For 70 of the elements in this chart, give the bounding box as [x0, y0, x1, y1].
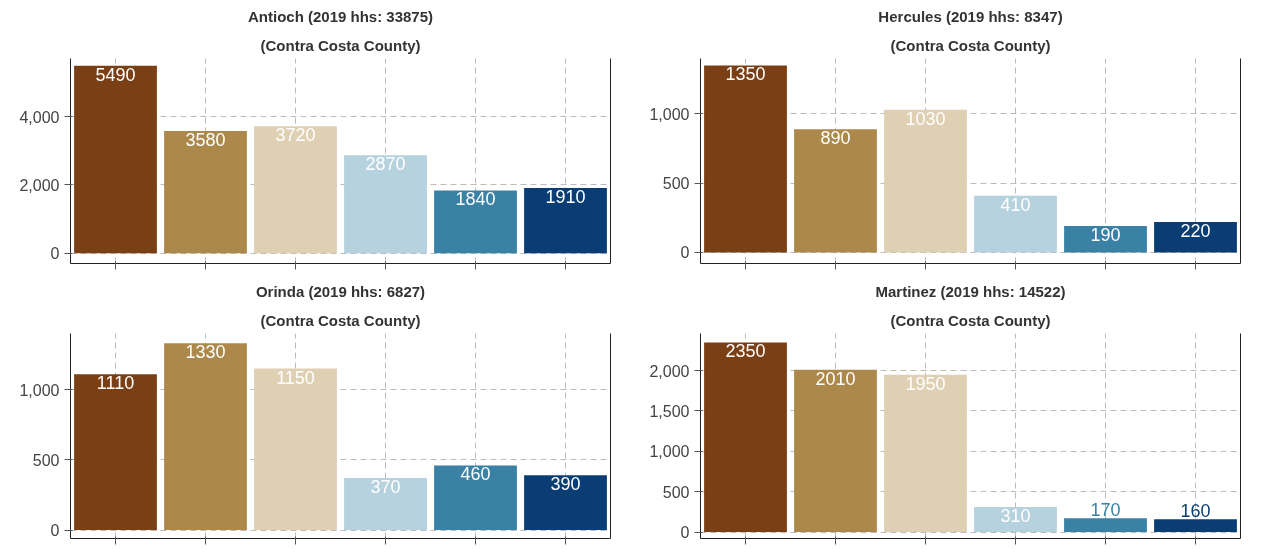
y-tick-label: 1,500 [649, 402, 690, 420]
y-tick-label: 500 [32, 451, 60, 469]
data-label: 1150 [276, 367, 315, 388]
bar [884, 374, 967, 533]
bar [344, 155, 427, 254]
chart-subtitle: (Contra Costa County) [260, 36, 421, 54]
data-label: 1030 [905, 108, 946, 129]
data-label: 460 [460, 464, 491, 485]
bar [704, 342, 787, 533]
data-label: 1840 [455, 189, 496, 210]
data-label: 3580 [185, 129, 226, 150]
y-tick-label: 2,000 [649, 362, 690, 380]
y-tick-label: 500 [662, 175, 690, 193]
bar [1154, 519, 1237, 533]
bar [524, 475, 607, 531]
data-label: 1910 [545, 186, 586, 207]
chart-title: Hercules (2019 hhs: 8347) [878, 7, 1063, 25]
chart-subtitle: (Contra Costa County) [890, 311, 1051, 329]
bar [1154, 221, 1237, 253]
y-tick-label: 0 [50, 245, 60, 263]
chart-subtitle: (Contra Costa County) [260, 311, 421, 329]
chart-title: Orinda (2019 hhs: 6827) [255, 282, 426, 300]
data-label: 2350 [725, 341, 766, 362]
data-label: 410 [1000, 194, 1031, 215]
bar [1064, 518, 1147, 533]
y-tick-label: 500 [662, 483, 690, 501]
bar [1064, 226, 1147, 253]
chart-subtitle: (Contra Costa County) [890, 36, 1051, 54]
data-label: 390 [550, 474, 581, 495]
bar [974, 507, 1057, 533]
data-label: 220 [1180, 220, 1211, 241]
data-label: 160 [1180, 501, 1211, 522]
data-label: 890 [820, 128, 851, 149]
data-label: 5490 [95, 64, 136, 85]
bar [704, 65, 787, 253]
bar [74, 65, 157, 254]
data-label: 1330 [185, 342, 226, 363]
bar [254, 368, 337, 531]
data-label: 310 [1000, 506, 1031, 527]
bar [74, 374, 157, 531]
data-label: 3720 [275, 125, 316, 146]
bar [884, 109, 967, 253]
bar [344, 478, 427, 531]
data-label: 370 [370, 477, 401, 498]
y-tick-label: 1,000 [649, 105, 690, 123]
data-label: 2010 [815, 368, 856, 389]
bar [254, 126, 337, 254]
data-label: 1110 [96, 373, 135, 394]
y-tick-label: 0 [680, 244, 690, 262]
data-label: 1350 [725, 64, 766, 85]
bar [164, 130, 247, 254]
bar [794, 129, 877, 253]
bar [974, 195, 1057, 253]
data-label: 2870 [365, 154, 406, 175]
y-tick-label: 1,000 [649, 443, 690, 461]
y-tick-label: 4,000 [19, 108, 60, 126]
bar [164, 343, 247, 531]
chart-title: Antioch (2019 hhs: 33875) [247, 7, 434, 25]
y-tick-label: 0 [50, 522, 60, 540]
chart-title: Martinez (2019 hhs: 14522) [875, 282, 1066, 300]
bar [524, 187, 607, 254]
data-label: 1950 [905, 373, 946, 394]
bar [434, 465, 517, 531]
y-tick-label: 0 [680, 524, 690, 542]
y-tick-label: 1,000 [19, 381, 60, 399]
bar [794, 369, 877, 533]
y-tick-label: 2,000 [19, 176, 60, 194]
bar [434, 190, 517, 254]
data-label: 190 [1090, 225, 1121, 246]
data-label: 170 [1090, 500, 1121, 521]
